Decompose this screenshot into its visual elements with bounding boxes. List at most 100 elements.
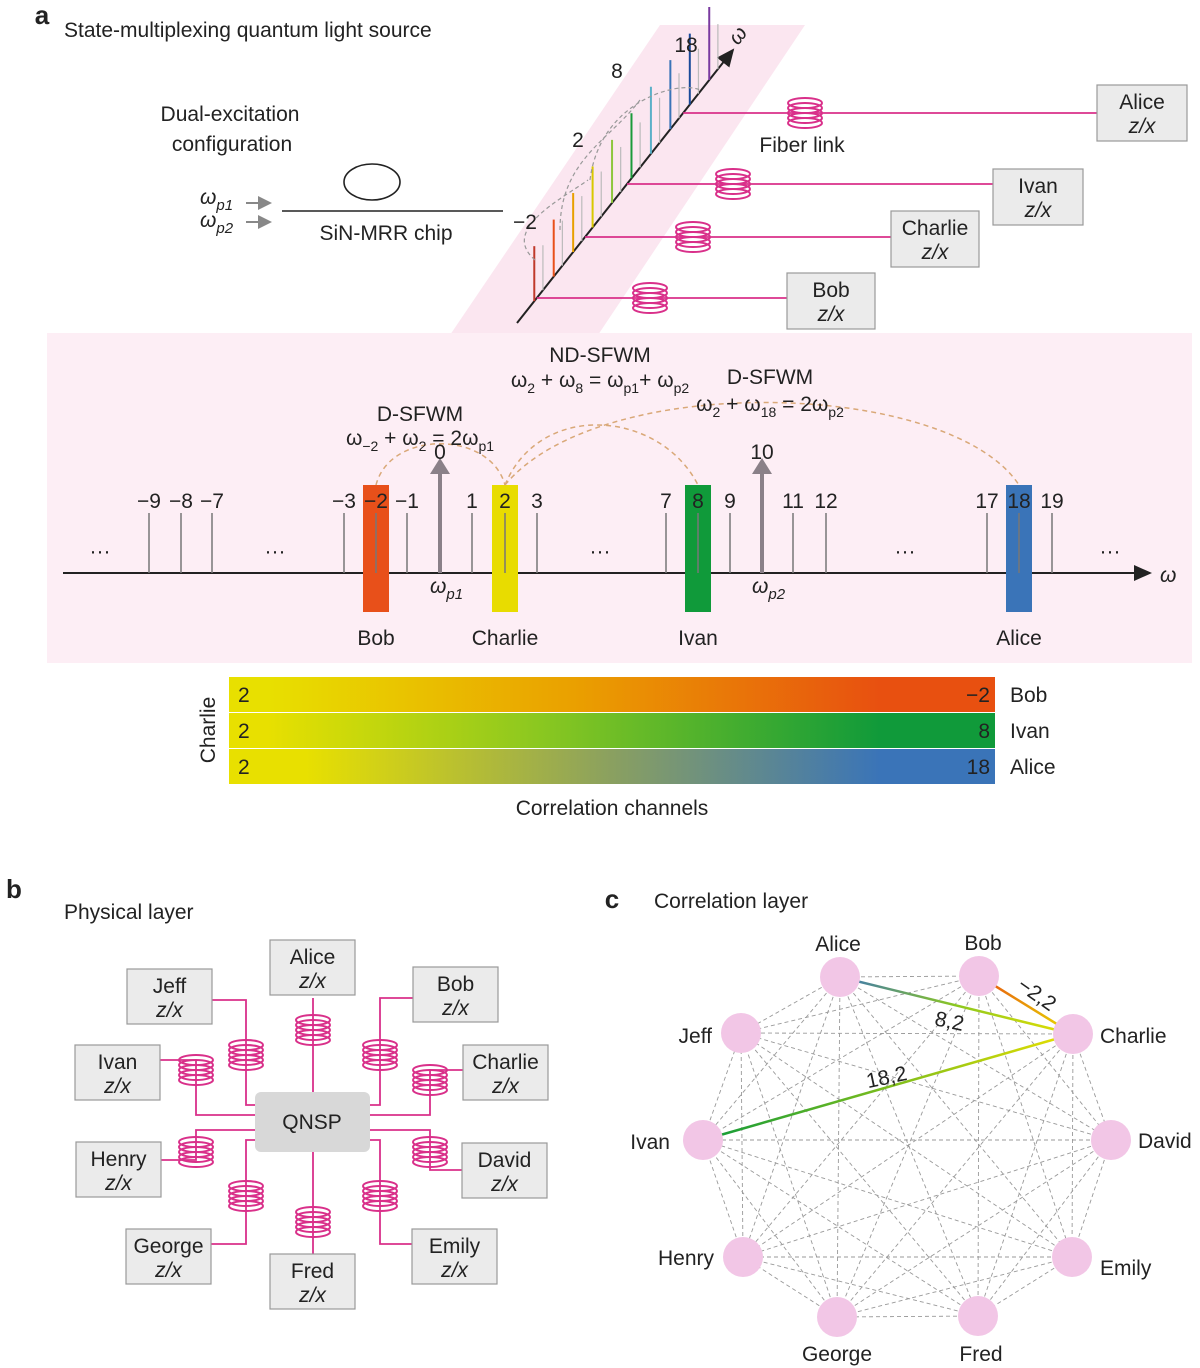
mode-label: −8 bbox=[169, 490, 193, 513]
dashed-arc bbox=[523, 179, 589, 261]
text-part: = 2ω bbox=[426, 427, 478, 450]
correlation-edge bbox=[740, 975, 980, 1034]
correlation-edge bbox=[740, 1032, 1073, 1258]
node bbox=[1052, 1237, 1092, 1277]
correlation-edge bbox=[839, 976, 1112, 1141]
receiver-box bbox=[786, 272, 876, 330]
coil-loop bbox=[228, 1195, 264, 1207]
band-user: Charlie bbox=[472, 627, 539, 650]
fiber-coil bbox=[412, 1064, 448, 1096]
node-label: David bbox=[1138, 1130, 1192, 1153]
channel-caption: Correlation channels bbox=[516, 797, 709, 820]
correlation-edge bbox=[839, 976, 1073, 1258]
text-part: p2 bbox=[767, 586, 785, 603]
correlation-edge bbox=[839, 975, 980, 978]
correlation-edge bbox=[977, 975, 980, 1317]
node bbox=[683, 1120, 723, 1160]
pump-label: ωp1 bbox=[200, 186, 233, 214]
process-equation: ω−2 + ω2 = 2ωp1 bbox=[346, 427, 494, 454]
correlation-bar bbox=[229, 713, 995, 748]
channel-left: 2 bbox=[238, 720, 250, 743]
text-part: p1 bbox=[215, 197, 233, 214]
coil-loop bbox=[632, 297, 668, 309]
fiber-coil bbox=[362, 1039, 398, 1071]
coil-loop bbox=[178, 1151, 214, 1163]
fiber-coil bbox=[715, 168, 751, 200]
mode-label: 8 bbox=[692, 490, 704, 513]
dashed-arc bbox=[559, 99, 641, 231]
ellipsis: ··· bbox=[265, 540, 286, 563]
text-part: 2 bbox=[527, 380, 535, 396]
node-label: Henry bbox=[658, 1247, 715, 1270]
panel-label: a bbox=[35, 0, 50, 30]
correlation-edge bbox=[836, 1256, 1073, 1318]
correlation-edge bbox=[978, 975, 1073, 1258]
mode-label: 1 bbox=[466, 490, 478, 513]
hub-box bbox=[255, 1092, 370, 1152]
coil-loop bbox=[412, 1079, 448, 1091]
comb-label: 8 bbox=[611, 60, 623, 83]
comb-label: −2 bbox=[513, 211, 537, 234]
node-label: George bbox=[802, 1343, 872, 1366]
node-label: Ivan bbox=[630, 1131, 670, 1154]
mode-label: 9 bbox=[724, 490, 736, 513]
band-user: Ivan bbox=[678, 627, 718, 650]
user-basis: z/x bbox=[490, 1173, 519, 1196]
coil-loop bbox=[412, 1156, 448, 1168]
user-box bbox=[269, 1253, 356, 1310]
correlation-edge bbox=[836, 976, 841, 1318]
fiber-link bbox=[370, 1129, 462, 1171]
node bbox=[820, 957, 860, 997]
dashed-arc bbox=[589, 87, 701, 181]
pump-label: ωp2 bbox=[200, 209, 234, 237]
mode-label: 17 bbox=[975, 490, 998, 513]
correlation-edge bbox=[740, 1032, 1112, 1141]
channel-source: Charlie bbox=[197, 697, 220, 764]
pump-label: ωp1 bbox=[430, 575, 463, 603]
active-edge bbox=[702, 1032, 1074, 1142]
text-part: + ω bbox=[378, 427, 418, 450]
user-box bbox=[269, 939, 356, 996]
mode-label: −2 bbox=[364, 490, 388, 513]
ellipsis: ··· bbox=[90, 540, 111, 563]
coil-loop bbox=[295, 1034, 331, 1046]
correlation-edge bbox=[977, 1033, 1074, 1317]
channel-left: 2 bbox=[238, 756, 250, 779]
channel-right: −2 bbox=[966, 684, 990, 707]
user-name: Alice bbox=[290, 946, 336, 969]
text-part: ω bbox=[752, 575, 768, 598]
fiber-coil bbox=[675, 221, 711, 253]
fiber-coil bbox=[295, 1206, 331, 1238]
correlation-edge bbox=[702, 1139, 979, 1317]
coil-loop bbox=[787, 117, 823, 129]
node-label: Emily bbox=[1100, 1257, 1152, 1280]
ellipsis: ··· bbox=[895, 540, 916, 563]
fiber-coil bbox=[178, 1136, 214, 1168]
comb-band bbox=[450, 25, 805, 335]
correlation-edge bbox=[702, 1139, 1073, 1258]
mode-label: −1 bbox=[395, 490, 419, 513]
panel-title: Physical layer bbox=[64, 901, 194, 924]
text-part: ω bbox=[696, 393, 712, 416]
user-basis: z/x bbox=[154, 1259, 183, 1282]
text-part: ω bbox=[200, 186, 216, 209]
ellipsis: ··· bbox=[1100, 540, 1121, 563]
channel-user: Bob bbox=[1010, 684, 1047, 707]
receiver-name: Ivan bbox=[1018, 175, 1058, 198]
process-equation: ω2 + ω8 = ωp1+ ωp2 bbox=[511, 369, 690, 396]
mode-label: 18 bbox=[1007, 490, 1030, 513]
channel-user: Ivan bbox=[1010, 720, 1050, 743]
user-name: George bbox=[133, 1235, 203, 1258]
coil-loop bbox=[675, 241, 711, 253]
user-basis: z/x bbox=[104, 1172, 133, 1195]
node bbox=[723, 1237, 763, 1277]
correlation-edge bbox=[742, 975, 980, 1258]
ellipsis: ··· bbox=[590, 540, 611, 563]
user-box bbox=[125, 1228, 212, 1285]
fiber-coil bbox=[178, 1054, 214, 1086]
text-part: p1 bbox=[445, 586, 463, 603]
coil-loop bbox=[675, 236, 711, 248]
correlation-edge bbox=[740, 1032, 838, 1318]
channel-right: 8 bbox=[978, 720, 990, 743]
correlation-edge bbox=[742, 1256, 979, 1317]
